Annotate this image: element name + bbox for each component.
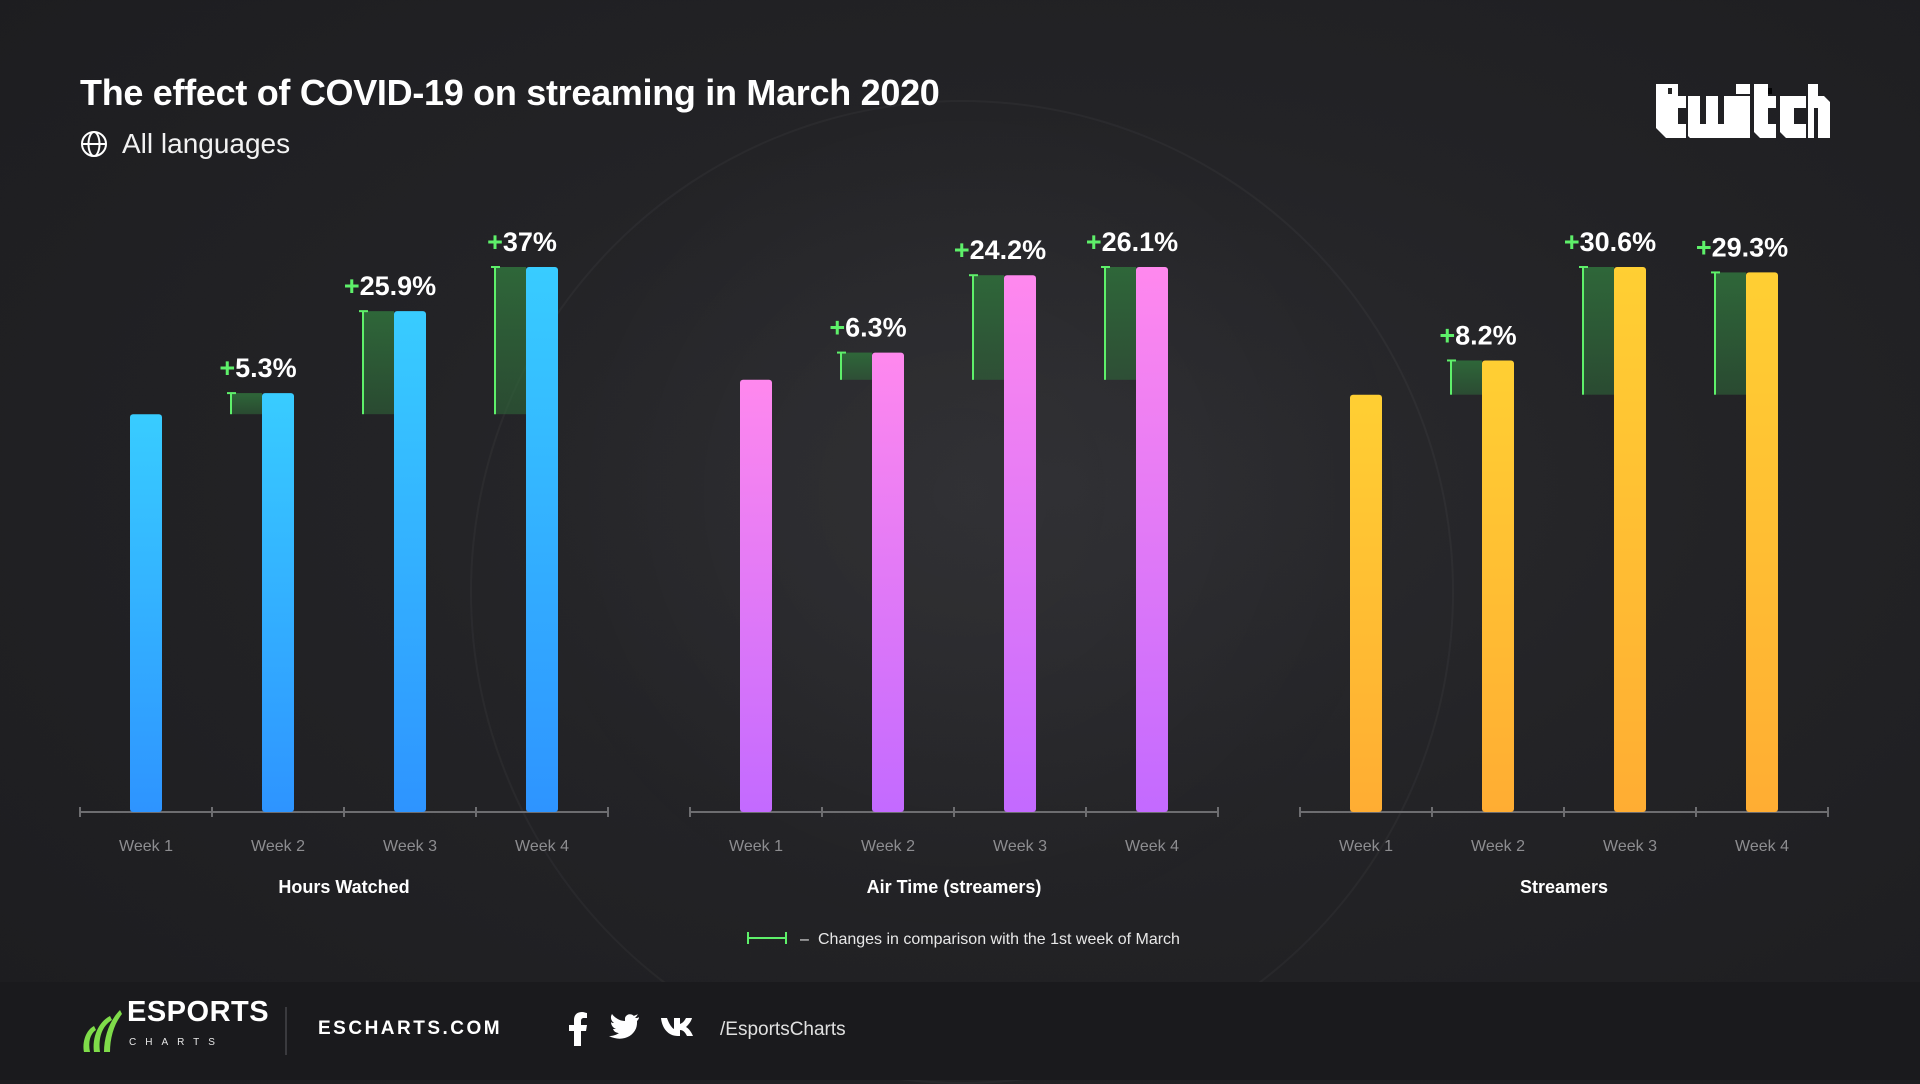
legend-separator: – — [800, 931, 809, 948]
change-band — [1582, 267, 1614, 395]
footer-divider — [285, 1007, 287, 1055]
change-label: +8.2% — [1439, 320, 1516, 350]
bar — [1746, 272, 1778, 813]
twitter-icon[interactable] — [608, 1012, 640, 1047]
x-tick-label: Week 4 — [515, 838, 569, 855]
site-link[interactable]: ESCHARTS.COM — [318, 1018, 503, 1039]
change-label: +30.6% — [1564, 227, 1656, 257]
change-label: +6.3% — [829, 313, 906, 343]
x-tick-label: Week 1 — [119, 838, 173, 855]
x-tick-label: Week 3 — [1603, 838, 1657, 855]
change-band — [230, 393, 262, 415]
background-globe — [470, 100, 1454, 1084]
bar — [1004, 275, 1036, 812]
bar — [1136, 267, 1168, 812]
bar — [1614, 267, 1646, 812]
brand-name: ESPORTS — [127, 996, 270, 1028]
esports-charts-logo-icon — [83, 1010, 122, 1052]
bar — [262, 393, 294, 812]
bar — [526, 267, 558, 812]
change-label: +24.2% — [954, 235, 1046, 265]
x-tick-label: Week 2 — [861, 838, 915, 855]
twitch-logo — [1656, 84, 1830, 138]
footer: ESPORTS CHARTS ESCHARTS.COM /EsportsChar… — [0, 982, 1920, 1080]
x-tick-label: Week 1 — [1339, 838, 1393, 855]
change-band — [840, 352, 872, 380]
change-band — [1450, 360, 1482, 395]
change-band — [494, 267, 526, 415]
change-label: +26.1% — [1086, 227, 1178, 257]
change-label: +29.3% — [1696, 232, 1788, 262]
chart-group-0: Week 1 +5.3% Week 2 +25.9% Week 3 +37% Week 4 H… — [79, 227, 609, 897]
chart-group-2: Week 1 +8.2% Week 2 +30.6% Week 3 +29.3% Week … — [1299, 227, 1829, 897]
x-tick-label: Week 4 — [1735, 838, 1789, 855]
x-tick-label: Week 3 — [993, 838, 1047, 855]
chart-group-1: Week 1 +6.3% Week 2 +24.2% Week 3 +26.1% Week … — [689, 227, 1219, 897]
legend-text: Changes in comparison with the 1st week … — [818, 931, 1180, 948]
page-title: The effect of COVID-19 on streaming in M… — [80, 72, 940, 113]
x-tick-label: Week 2 — [1471, 838, 1525, 855]
x-tick-label: Week 2 — [251, 838, 305, 855]
bar — [130, 414, 162, 812]
chart-title: Hours Watched — [278, 877, 409, 897]
subtitle-text: All languages — [122, 128, 291, 159]
facebook-icon[interactable] — [568, 1012, 588, 1051]
x-tick-label: Week 3 — [383, 838, 437, 855]
change-band — [972, 275, 1004, 380]
change-band — [362, 311, 394, 415]
chart-title: Streamers — [1520, 877, 1608, 897]
change-label: +5.3% — [219, 353, 296, 383]
legend: – Changes in comparison with the 1st week… — [747, 931, 1180, 948]
x-tick-label: Week 4 — [1125, 838, 1179, 855]
globe-icon — [80, 130, 108, 158]
bar — [1350, 394, 1382, 812]
bar-charts: Week 1 +5.3% Week 2 +25.9% Week 3 +37% Week 4 H… — [79, 227, 1829, 948]
brand-subname: CHARTS — [129, 1037, 224, 1048]
change-label: +37% — [487, 227, 557, 257]
chart-title: Air Time (streamers) — [867, 877, 1042, 897]
change-band — [1104, 267, 1136, 380]
language-filter: All languages — [80, 128, 290, 160]
bar — [1482, 360, 1514, 812]
social-handle[interactable]: /EsportsCharts — [720, 1019, 846, 1040]
bar — [740, 379, 772, 812]
bar — [872, 352, 904, 812]
change-band — [1714, 272, 1746, 395]
change-label: +25.9% — [344, 271, 436, 301]
vk-icon[interactable] — [660, 1016, 696, 1043]
x-tick-label: Week 1 — [729, 838, 783, 855]
bar — [394, 311, 426, 812]
